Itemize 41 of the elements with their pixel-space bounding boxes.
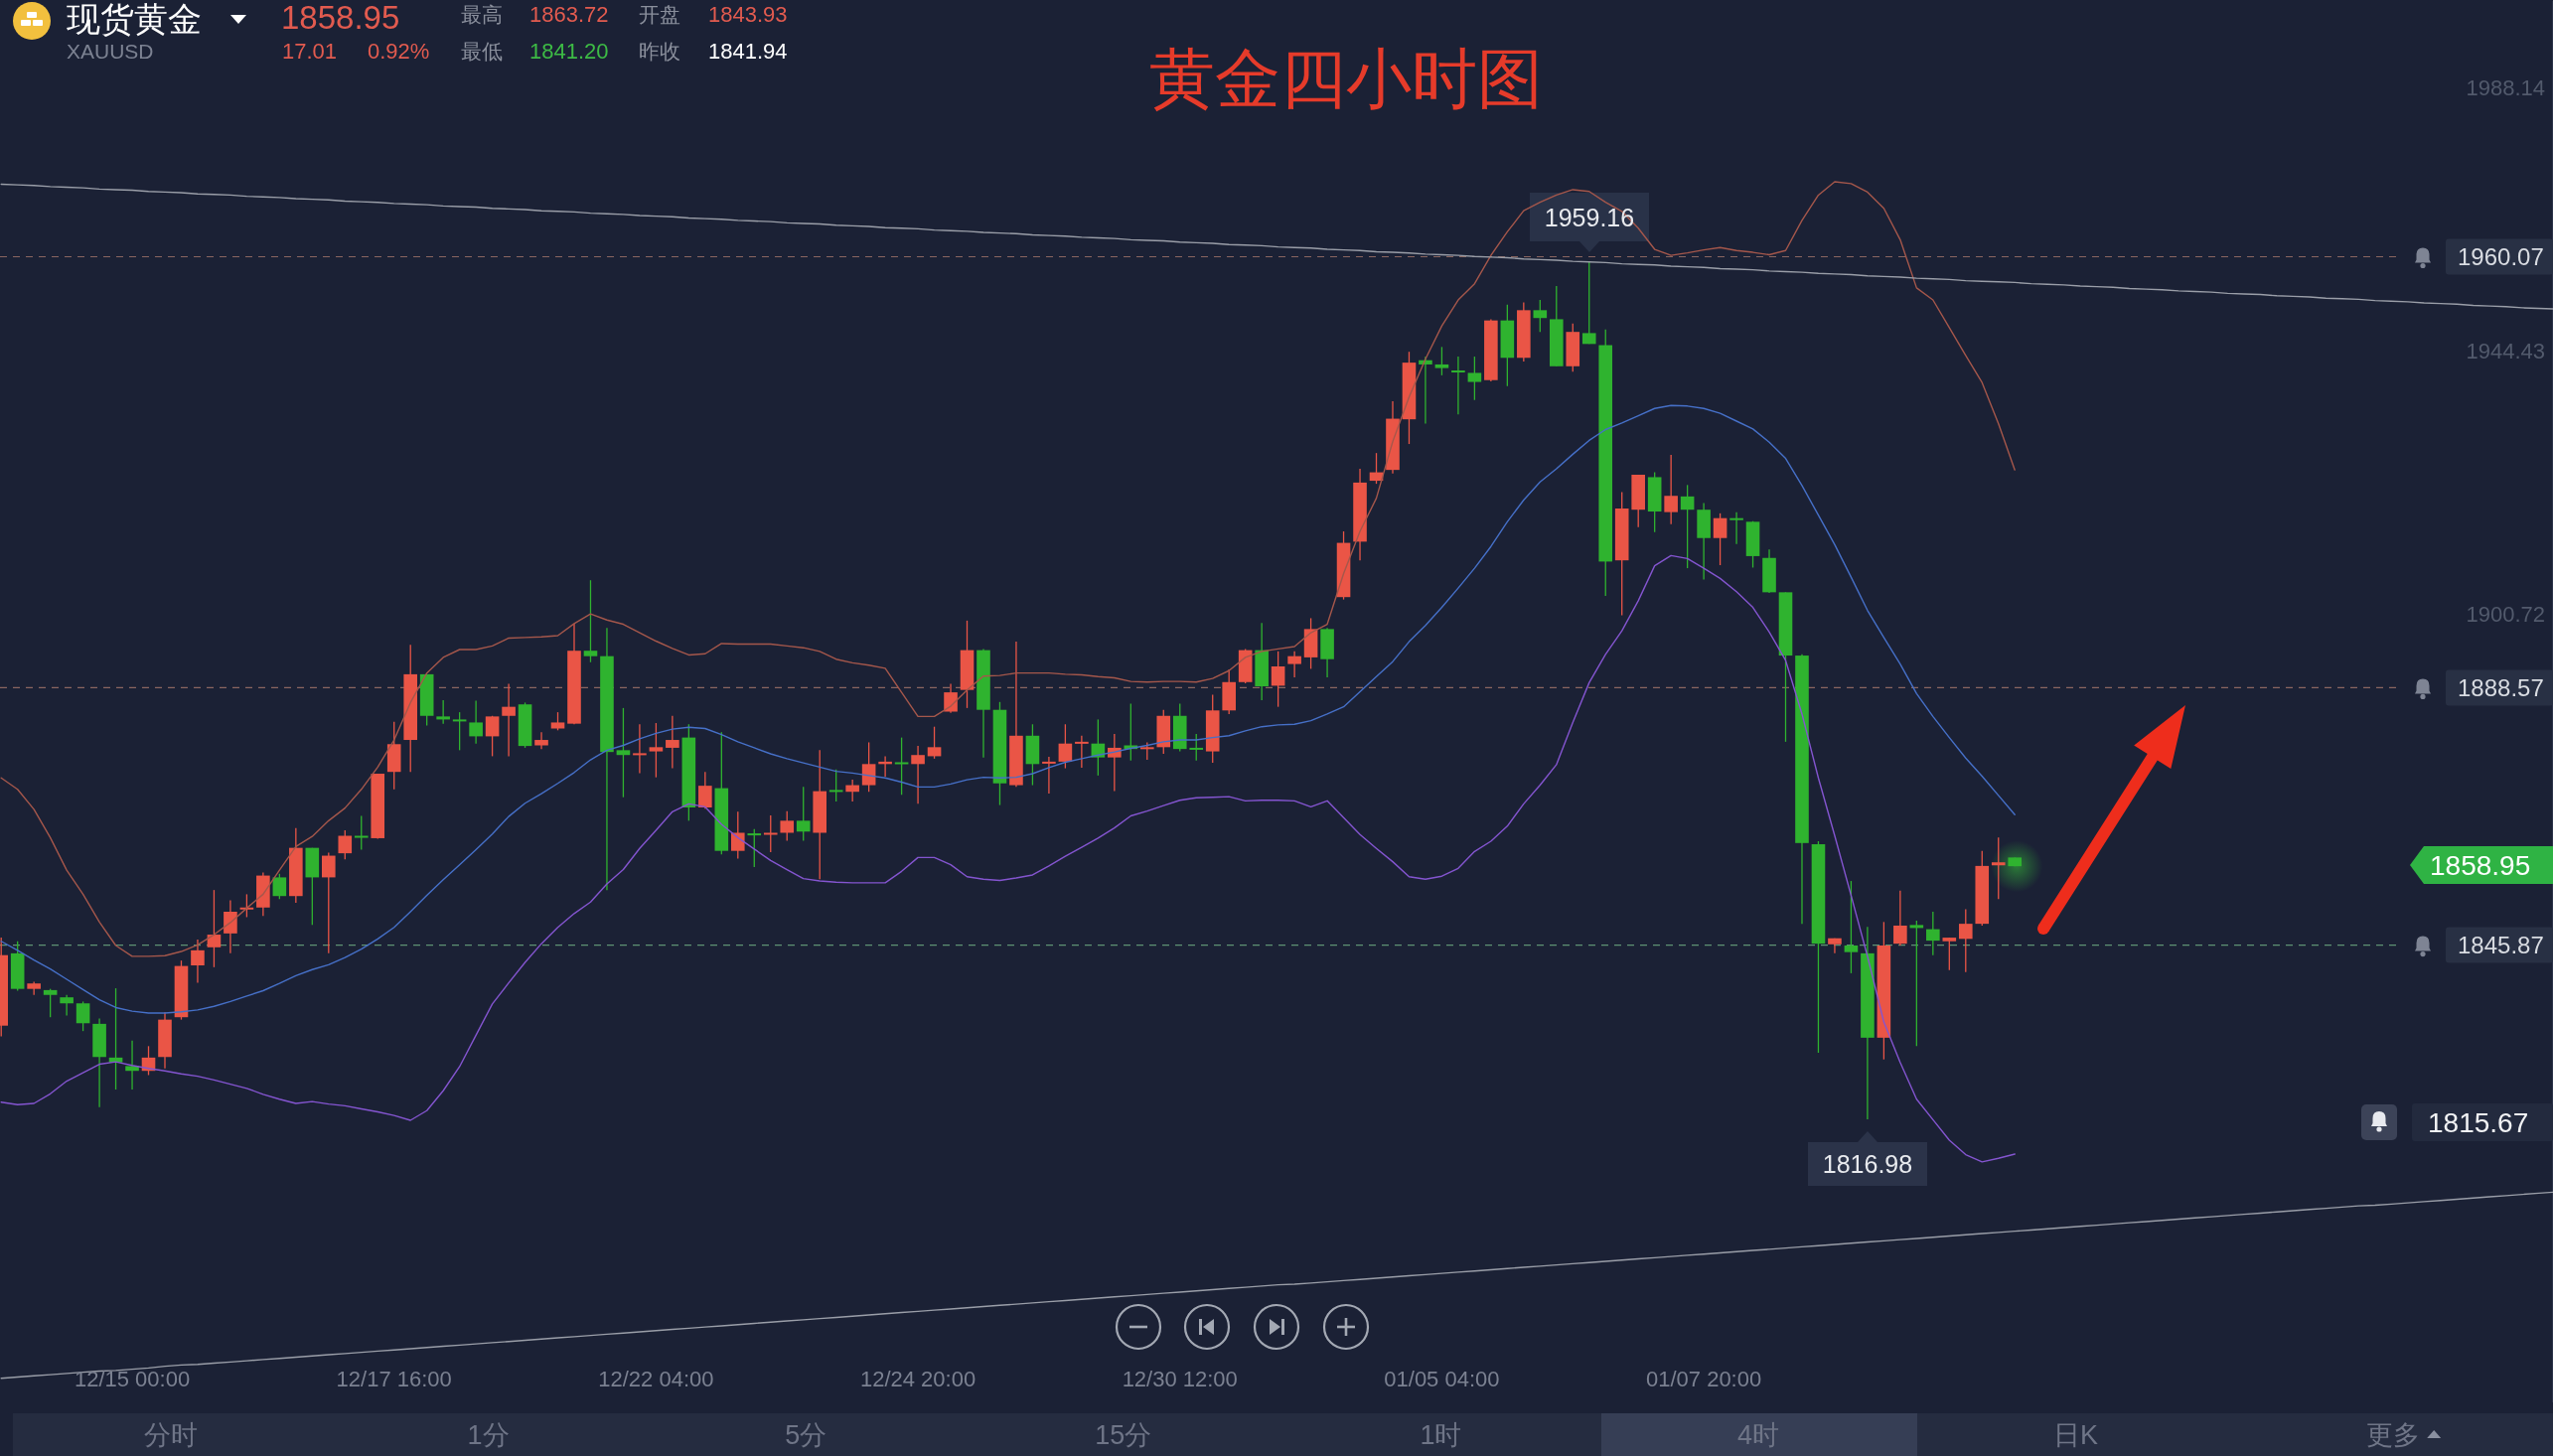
text: 1时 bbox=[1420, 1420, 1462, 1450]
text: 黄金四小时图 bbox=[1149, 42, 1543, 115]
ref-line-label: 1888.57 bbox=[2458, 673, 2544, 701]
text: 日K bbox=[2053, 1420, 2099, 1450]
text: 1分 bbox=[467, 1420, 510, 1450]
x-tick-label: 01/07 20:00 bbox=[1645, 1366, 1762, 1391]
x-tick-label: 12/24 20:00 bbox=[859, 1366, 976, 1391]
x-tick-label: 01/05 04:00 bbox=[1384, 1366, 1500, 1391]
annotation: 1858.95 bbox=[2430, 849, 2531, 881]
annotation: 昨收 bbox=[639, 39, 680, 63]
annotation: 1959.16 bbox=[1544, 204, 1635, 232]
text: 4时 bbox=[1736, 1420, 1780, 1450]
annotation: 1841.20 bbox=[529, 38, 609, 64]
x-tick-label: 12/30 12:00 bbox=[1122, 1366, 1238, 1391]
annotation: 开盘 bbox=[639, 2, 680, 26]
line-series bbox=[0, 181, 2016, 957]
annotation: 1858.95 bbox=[281, 0, 400, 36]
text: 5分 bbox=[785, 1420, 827, 1450]
x-tick-label: 12/17 16:00 bbox=[336, 1366, 452, 1391]
annotation: 最高 bbox=[461, 2, 503, 26]
annotation: 17.01 bbox=[282, 38, 338, 64]
text: 更多 bbox=[2366, 1420, 2421, 1450]
annotation: 1816.98 bbox=[1822, 1150, 1913, 1178]
x-tick-label: 12/15 00:00 bbox=[74, 1366, 191, 1391]
x-tick-label: 12/22 04:00 bbox=[598, 1366, 714, 1391]
text: 分时 bbox=[144, 1420, 198, 1450]
annotation: 最低 bbox=[461, 39, 503, 63]
annotation: 1815.67 bbox=[2428, 1106, 2529, 1138]
ref-line-label: 1845.87 bbox=[2458, 932, 2544, 959]
annotation: 1843.93 bbox=[708, 1, 788, 27]
annotation: 现货黄金 bbox=[67, 0, 202, 38]
annotation: 0.92% bbox=[368, 38, 430, 64]
y-tick-label: 1900.72 bbox=[2466, 602, 2545, 628]
text: 15分 bbox=[1095, 1420, 1152, 1450]
y-tick-label: 1944.43 bbox=[2466, 338, 2545, 364]
annotation: XAUUSD bbox=[67, 39, 154, 63]
line-series bbox=[0, 404, 2016, 1014]
annotation: 1863.72 bbox=[529, 1, 609, 27]
ref-line-label: 1960.07 bbox=[2458, 243, 2544, 270]
annotation: 1841.94 bbox=[708, 38, 788, 64]
y-tick-label: 1988.14 bbox=[2466, 74, 2545, 100]
